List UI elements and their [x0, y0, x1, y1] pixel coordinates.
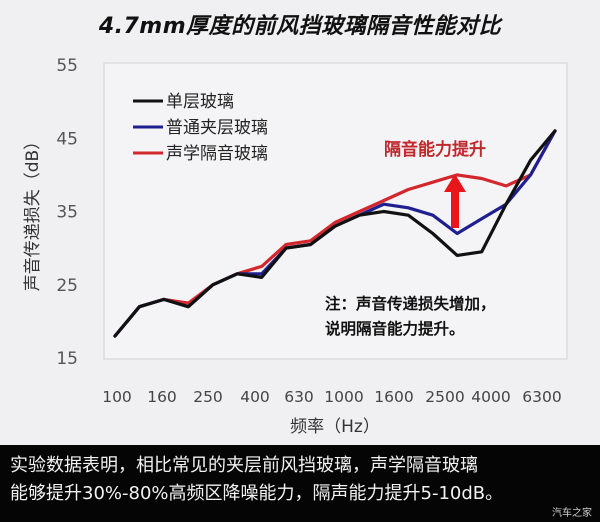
y-axis-ticks: 15 25 35 45 55: [56, 56, 78, 369]
improvement-arrow-icon: [444, 174, 466, 228]
x-tick-label: 100: [102, 388, 132, 406]
data-series: [113, 129, 557, 338]
legend-label: 声学隔音玻璃: [166, 144, 268, 164]
x-tick-label: 630: [284, 388, 314, 406]
watermark: 汽车之家: [552, 508, 592, 519]
x-tick-label: 2500: [425, 388, 464, 406]
x-tick-label: 1600: [374, 388, 413, 406]
legend-label: 单层玻璃: [166, 92, 234, 112]
x-tick-label: 6300: [522, 388, 561, 406]
improvement-annotation: 隔音能力提升: [384, 139, 486, 160]
x-tick-label: 250: [193, 388, 223, 406]
y-tick-label: 45: [56, 129, 78, 149]
x-tick-label: 160: [147, 388, 177, 406]
x-axis-ticks: 100 160 250 400 630 1000 1600 2500 4000 6300: [102, 388, 562, 406]
x-tick-label: 4000: [471, 388, 510, 406]
x-axis-label: 频率（Hz）: [290, 417, 380, 437]
caption-bar: 实验数据表明，相比常见的夹层前风挡玻璃，声学隔音玻璃 能够提升30%-80%高频…: [0, 445, 600, 522]
x-tick-label: 400: [240, 388, 270, 406]
y-tick-label: 25: [56, 276, 78, 296]
chart-note: 注：声音传递损失增加， 说明隔音能力提升。: [325, 295, 496, 338]
plot-area: [103, 62, 568, 360]
legend-label: 普通夹层玻璃: [166, 118, 268, 138]
line-chart: 15 25 35 45 55 100 160 250 400 630 1000 1600 2500 40…: [23, 56, 568, 437]
series-line: [113, 129, 557, 338]
y-tick-label: 15: [56, 349, 78, 369]
y-tick-label: 35: [56, 203, 78, 223]
x-tick-label: 1000: [324, 388, 363, 406]
series-line: [113, 129, 557, 338]
y-tick-label: 55: [56, 56, 78, 76]
y-axis-label: 声音传递损失（dB）: [23, 133, 43, 291]
caption-line-2: 能够提升30%-80%高频区降噪能力，隔声能力提升5-10dB。: [10, 483, 504, 504]
chart-title: 4.7mm厚度的前风挡玻璃隔音性能对比: [98, 14, 502, 39]
caption-line-1: 实验数据表明，相比常见的夹层前风挡玻璃，声学隔音玻璃: [10, 455, 478, 476]
